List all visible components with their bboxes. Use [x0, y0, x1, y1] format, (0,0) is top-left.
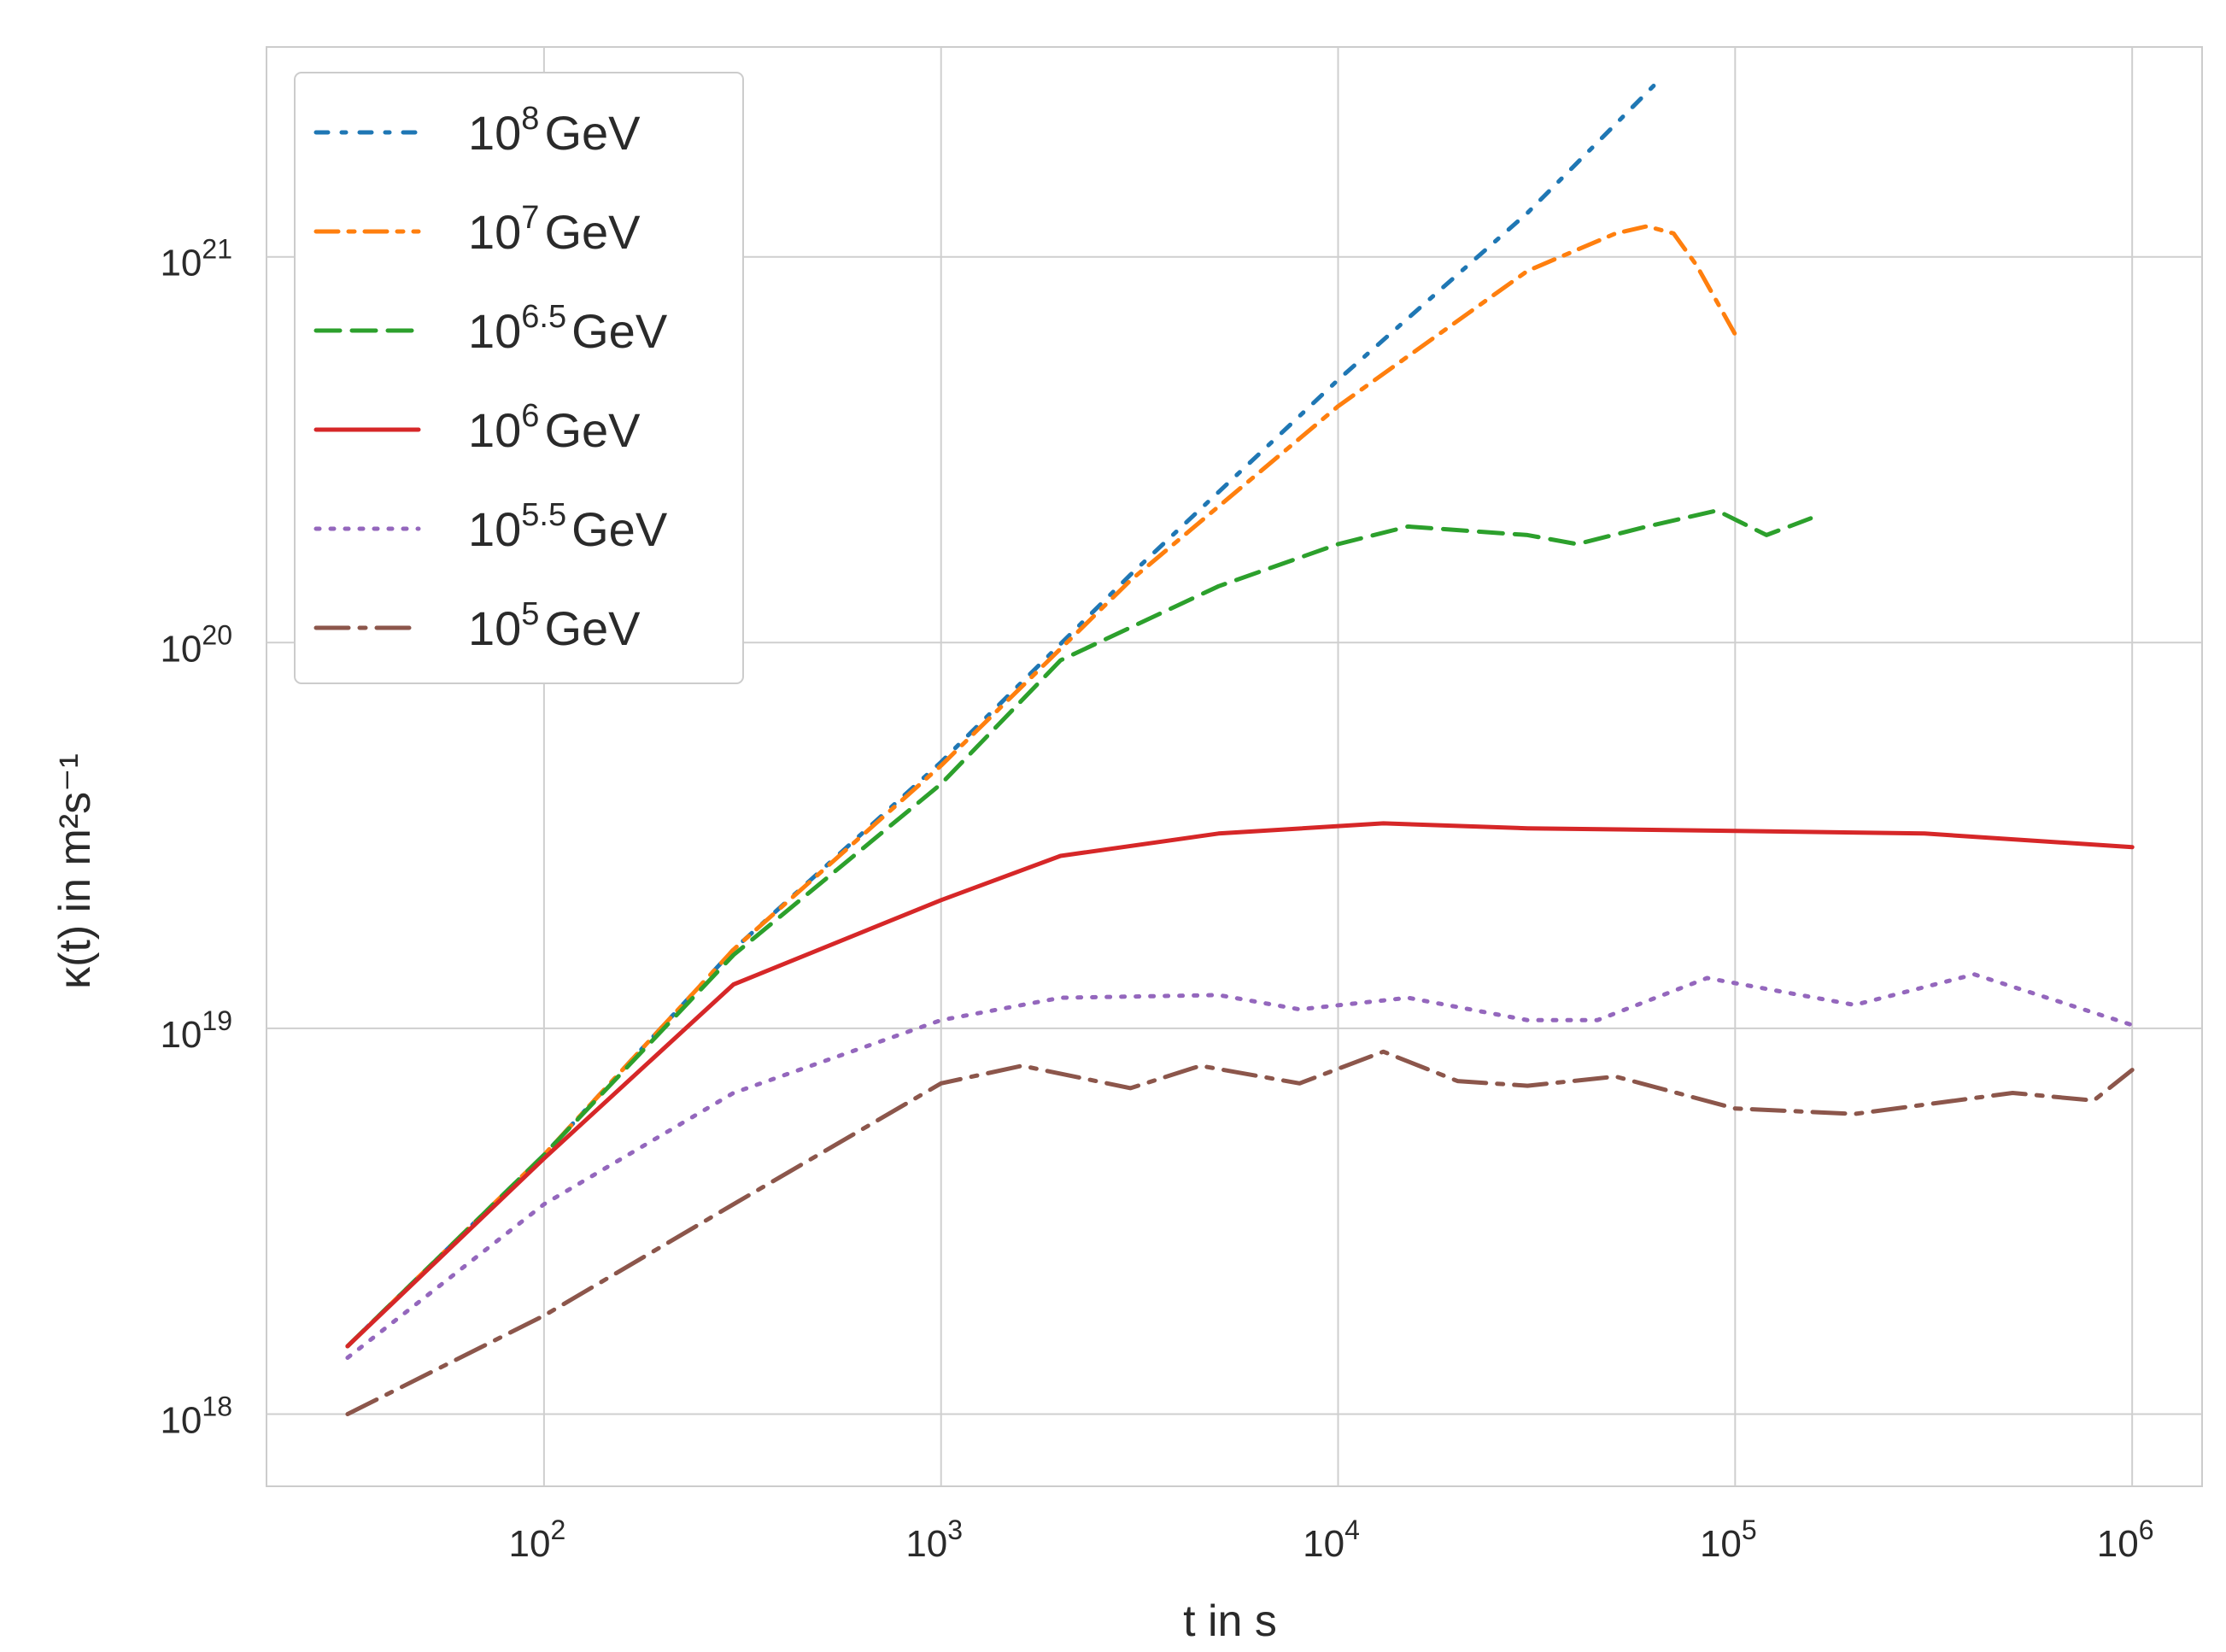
- legend-label-2: 106.5 GeV: [468, 299, 668, 358]
- x-tick-labels: 102 103 104 105 106: [509, 1514, 2154, 1565]
- legend-label-0: 108 GeV: [468, 101, 641, 160]
- series-line-1: [345, 224, 1737, 1349]
- x-tick-label: 103: [905, 1514, 963, 1565]
- legend-box: [294, 72, 744, 684]
- series-line-2: [345, 508, 1813, 1349]
- legend-label-5: 105 GeV: [468, 596, 641, 655]
- x-axis-label: t in s: [1183, 1596, 1277, 1646]
- x-tick-label: 106: [2097, 1514, 2154, 1565]
- gridlines: [267, 47, 2202, 1486]
- x-tick-label: 104: [1303, 1514, 1360, 1565]
- y-tick-label: 1018: [160, 1391, 232, 1442]
- series-line-0: [345, 76, 1663, 1349]
- series-line-3: [345, 821, 2135, 1349]
- series-line-5: [345, 1049, 2135, 1416]
- legend: 108 GeV 107 GeV 106.5 GeV 106 GeV 105.5 GeV 105 GeV: [294, 72, 744, 684]
- x-tick-label: 105: [1700, 1514, 1757, 1565]
- y-tick-label: 1019: [160, 1005, 232, 1056]
- series-group: [345, 76, 2135, 1416]
- y-tick-labels: 1018 1019 1020 1021: [160, 234, 232, 1442]
- legend-label-1: 107 GeV: [468, 200, 641, 259]
- legend-label-4: 105.5 GeV: [468, 497, 668, 556]
- y-tick-label: 1021: [160, 234, 232, 284]
- x-tick-label: 102: [509, 1514, 566, 1565]
- y-tick-label: 1020: [160, 619, 232, 670]
- y-axis-label: κ(t) in m²s⁻¹: [50, 753, 100, 989]
- legend-label-3: 106 GeV: [468, 398, 641, 457]
- series-line-4: [345, 972, 2135, 1360]
